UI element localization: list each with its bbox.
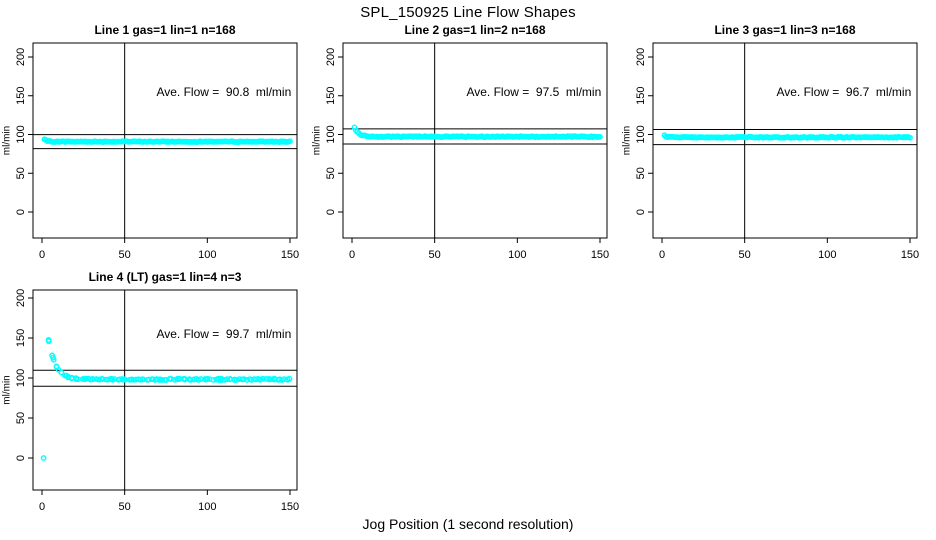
plot-frame xyxy=(652,42,918,239)
x-tick-label: 50 xyxy=(739,249,751,261)
y-tick-label: 200 xyxy=(635,48,647,66)
x-tick-label: 100 xyxy=(198,249,216,261)
subplot-title: Line 3 gas=1 lin=3 n=168 xyxy=(714,23,855,37)
subplot-1: 0 50 100 150 0 50 100 150 200 ml/min Line 1 gas=1 … xyxy=(2,23,300,261)
data-point xyxy=(233,377,240,383)
data-point xyxy=(286,375,293,382)
x-tick-label: 100 xyxy=(818,249,836,261)
y-tick-label: 200 xyxy=(325,48,337,66)
x-axis-label: Jog Position (1 second resolution) xyxy=(362,516,574,532)
data-points xyxy=(661,132,913,141)
y-tick-label: 0 xyxy=(15,455,27,461)
data-point xyxy=(130,376,137,383)
y-tick-label: 0 xyxy=(325,209,337,215)
y-tick-label: 100 xyxy=(15,125,27,143)
y-tick-label: 0 xyxy=(15,209,27,215)
y-axis-label: ml/min xyxy=(2,126,13,155)
data-point xyxy=(210,377,217,383)
y-tick-label: 0 xyxy=(635,209,647,215)
ave-flow-annotation: Ave. Flow = 99.7 ml/min xyxy=(156,327,291,341)
y-tick-label: 200 xyxy=(15,289,27,307)
ave-flow-annotation: Ave. Flow = 90.8 ml/min xyxy=(156,85,291,99)
y-tick-label: 50 xyxy=(15,167,27,179)
x-tick-label: 50 xyxy=(119,501,131,513)
data-point xyxy=(121,376,128,383)
data-point xyxy=(287,138,293,145)
data-point xyxy=(108,375,115,382)
data-point xyxy=(99,376,106,382)
y-axis-label: ml/min xyxy=(622,126,633,155)
x-tick-label: 0 xyxy=(39,501,45,513)
ave-flow-annotation: Ave. Flow = 96.7 ml/min xyxy=(776,85,911,99)
subplot-title: Line 2 gas=1 lin=2 n=168 xyxy=(404,23,545,37)
y-tick-label: 200 xyxy=(15,48,27,66)
x-tick-label: 100 xyxy=(198,501,216,513)
data-points xyxy=(351,124,603,141)
data-points xyxy=(40,337,293,461)
data-point xyxy=(260,375,267,382)
y-tick-label: 150 xyxy=(325,87,337,105)
x-tick-label: 50 xyxy=(119,249,131,261)
x-tick-label: 100 xyxy=(508,249,526,261)
data-points xyxy=(41,136,293,145)
data-point xyxy=(224,376,231,383)
y-axis-label: ml/min xyxy=(2,375,13,404)
x-tick-label: 0 xyxy=(349,249,355,261)
y-tick-label: 100 xyxy=(15,369,27,387)
subplot-3: 0 50 100 150 0 50 100 150 200 ml/min Line 3 gas=1 … xyxy=(622,23,920,261)
y-tick-label: 150 xyxy=(15,87,27,105)
plot-frame xyxy=(342,42,608,239)
ave-flow-annotation: Ave. Flow = 97.5 ml/min xyxy=(466,85,601,99)
data-point xyxy=(102,376,109,383)
data-point xyxy=(263,376,270,382)
y-tick-label: 150 xyxy=(15,329,27,347)
x-tick-label: 50 xyxy=(429,249,441,261)
y-tick-label: 150 xyxy=(635,87,647,105)
data-point xyxy=(166,376,173,382)
plot-frame xyxy=(32,42,298,239)
data-point xyxy=(241,376,247,383)
plot-frame xyxy=(32,289,298,491)
y-tick-label: 50 xyxy=(325,167,337,179)
subplot-title: Line 1 gas=1 lin=1 n=168 xyxy=(94,23,235,37)
y-axis-label: ml/min xyxy=(312,126,323,155)
x-tick-label: 150 xyxy=(901,249,919,261)
data-point xyxy=(257,376,263,383)
subplot-2: 0 50 100 150 0 50 100 150 200 ml/min Line 2 gas=1 … xyxy=(312,23,610,261)
data-point xyxy=(128,376,134,383)
x-tick-label: 150 xyxy=(281,249,299,261)
data-point xyxy=(90,376,96,383)
x-tick-label: 150 xyxy=(281,501,299,513)
y-tick-label: 50 xyxy=(635,167,647,179)
data-point xyxy=(45,338,52,345)
data-point xyxy=(597,133,603,140)
y-tick-label: 100 xyxy=(635,125,647,143)
y-tick-label: 100 xyxy=(325,125,337,143)
data-point xyxy=(58,369,65,376)
y-tick-label: 50 xyxy=(15,412,27,424)
data-point xyxy=(50,356,57,363)
subplot-title: Line 4 (LT) gas=1 lin=4 n=3 xyxy=(89,270,242,284)
outlier-point xyxy=(40,455,47,461)
subplot-4: 0 50 100 150 0 50 100 150 200 ml/min Line 4 (LT) g… xyxy=(2,270,300,513)
main-title: SPL_150925 Line Flow Shapes xyxy=(360,4,576,21)
x-tick-label: 150 xyxy=(591,249,609,261)
x-tick-label: 0 xyxy=(39,249,45,261)
x-tick-label: 0 xyxy=(659,249,665,261)
data-point xyxy=(907,134,913,141)
